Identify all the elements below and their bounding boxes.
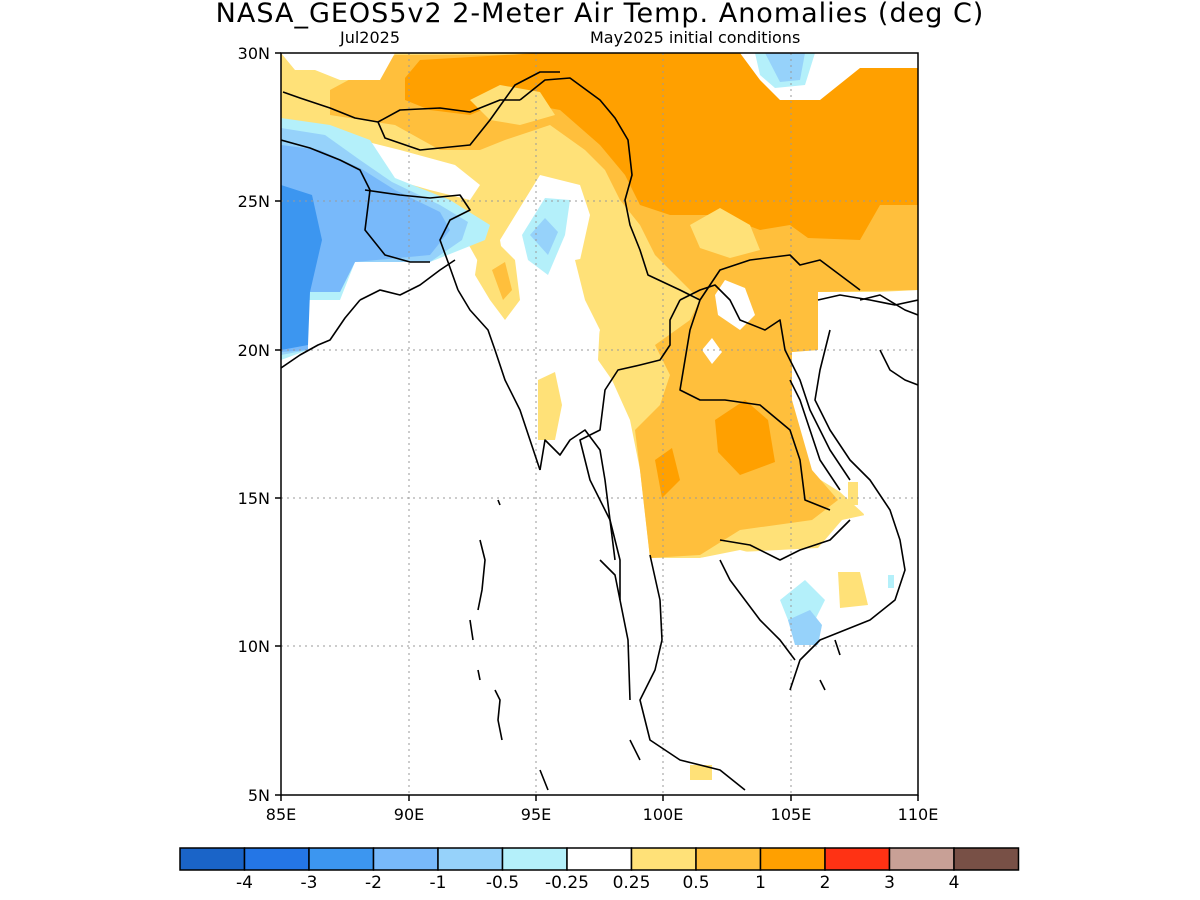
lon-label-105e: 105E <box>771 805 812 824</box>
colorbar-label: -1 <box>430 873 447 893</box>
lat-label-15n: 15N <box>238 489 270 508</box>
lon-label-95e: 95E <box>521 805 551 824</box>
anomaly-region-neutral-2 <box>360 140 480 200</box>
colorbar-swatch <box>501 847 568 871</box>
colorbar-label: -2 <box>365 873 382 893</box>
colorbar-swatch <box>179 847 246 871</box>
coastlines-and-borders <box>281 71 918 791</box>
china-coast <box>859 294 918 386</box>
lat-label-5n: 5N <box>248 786 270 805</box>
bangladesh-border <box>364 189 471 291</box>
anomaly-blob-pos-2-thai <box>655 448 680 498</box>
colorbar-label: 1 <box>755 873 766 893</box>
bay-islands <box>494 499 503 741</box>
anomaly-streak-pos-05 <box>690 208 760 258</box>
sundarbans-coast <box>359 259 456 301</box>
lat-label-25n: 25N <box>238 192 270 211</box>
colorbar-swatch <box>953 847 1020 871</box>
colorbar-label: -0.5 <box>486 873 519 893</box>
thailand-laos-border <box>679 284 851 481</box>
plot-frame <box>280 52 919 796</box>
anomaly-patch-neg-05-myanmar <box>530 218 558 255</box>
colorbar-label: -3 <box>301 873 318 893</box>
colorbar-swatch <box>372 847 439 871</box>
nepal-bhutan-border <box>377 99 520 123</box>
lon-label-85e: 85E <box>266 805 296 824</box>
myanmar-china-border <box>519 77 701 301</box>
anomaly-patch-pos-05-e <box>690 765 712 780</box>
colorbar-swatch <box>437 847 504 871</box>
colorbar-label: -0.25 <box>545 873 589 893</box>
axis-ticks <box>275 52 919 801</box>
initial-conditions: May2025 initial conditions <box>590 28 801 47</box>
colorbar-swatch <box>566 847 633 871</box>
anomaly-region-neutral-6 <box>810 292 918 540</box>
colorbar-label: 2 <box>820 873 831 893</box>
anomaly-region-neutral-5 <box>715 280 755 330</box>
china-yunnan-border <box>699 254 861 301</box>
andaman-islands <box>469 539 486 681</box>
india-coast-east <box>281 299 361 369</box>
colorbar-swatch <box>888 847 955 871</box>
colorbar-swatch <box>695 847 762 871</box>
anomaly-patch-pos-05-f <box>848 482 858 505</box>
colorbar-label: 0.5 <box>682 873 709 893</box>
lon-label-110e: 110E <box>898 805 939 824</box>
colorbar-swatch <box>630 847 697 871</box>
anomaly-patch-pos-05-a <box>575 255 630 330</box>
anomaly-region-neg-1 <box>281 145 450 352</box>
lat-label-10n: 10N <box>238 637 270 656</box>
vietnam-islands <box>819 639 841 691</box>
colorbar: -4 -3 -2 -1 -0.5 -0.25 0.25 0.5 1 2 3 4 <box>179 847 1020 893</box>
valid-month: Jul2025 <box>340 28 401 47</box>
anomaly-region-neutral-4 <box>281 53 395 80</box>
anomaly-patch-neg-05-cambodia <box>788 610 822 645</box>
lat-label-20n: 20N <box>238 341 270 360</box>
anomaly-patch-neg-025-coast <box>888 575 894 588</box>
colorbar-swatch <box>243 847 310 871</box>
gulf-of-thailand-coast <box>719 559 796 661</box>
colorbar-label: 4 <box>949 873 960 893</box>
anomaly-patch-pos-05-d <box>838 572 868 608</box>
colorbar-swatch <box>759 847 826 871</box>
india-bangladesh-border <box>282 71 560 151</box>
thailand-gulf-coast <box>639 554 746 791</box>
anomaly-blob-pos-2-south <box>715 400 775 475</box>
malay-peninsula <box>539 559 641 791</box>
anomaly-patch-neg-05-north <box>765 53 805 82</box>
myanmar-coast-south <box>539 429 616 561</box>
lon-label-90e: 90E <box>394 805 424 824</box>
lat-label-30n: 30N <box>238 44 270 63</box>
anomaly-patch-neg-025-cambodia <box>780 580 825 625</box>
colorbar-swatch <box>824 847 891 871</box>
myanmar-thailand-border <box>579 299 681 701</box>
cambodia-border <box>719 519 851 561</box>
thailand-east-border <box>679 299 831 511</box>
myanmar-west-coast <box>457 289 541 471</box>
chart-title: NASA_GEOS5v2 2-Meter Air Temp. Anomalies… <box>215 0 985 29</box>
anomaly-patch-pos-05-b <box>538 372 562 440</box>
lon-label-100e: 100E <box>643 805 684 824</box>
colorbar-swatch <box>308 847 375 871</box>
vietnam-coast <box>789 294 918 691</box>
anomaly-region-neutral-7 <box>702 338 722 364</box>
anomaly-field <box>281 53 918 795</box>
anomaly-streak-pos-05-b <box>470 85 555 125</box>
anomaly-region-neutral-1 <box>281 175 918 795</box>
colorbar-label: 0.25 <box>613 873 651 893</box>
anomaly-region-neg-2 <box>281 185 322 350</box>
colorbar-label: 3 <box>884 873 895 893</box>
colorbar-label: -4 <box>236 873 253 893</box>
anomaly-patch-pos-1-a <box>492 262 512 300</box>
laos-vietnam-border <box>789 379 841 491</box>
